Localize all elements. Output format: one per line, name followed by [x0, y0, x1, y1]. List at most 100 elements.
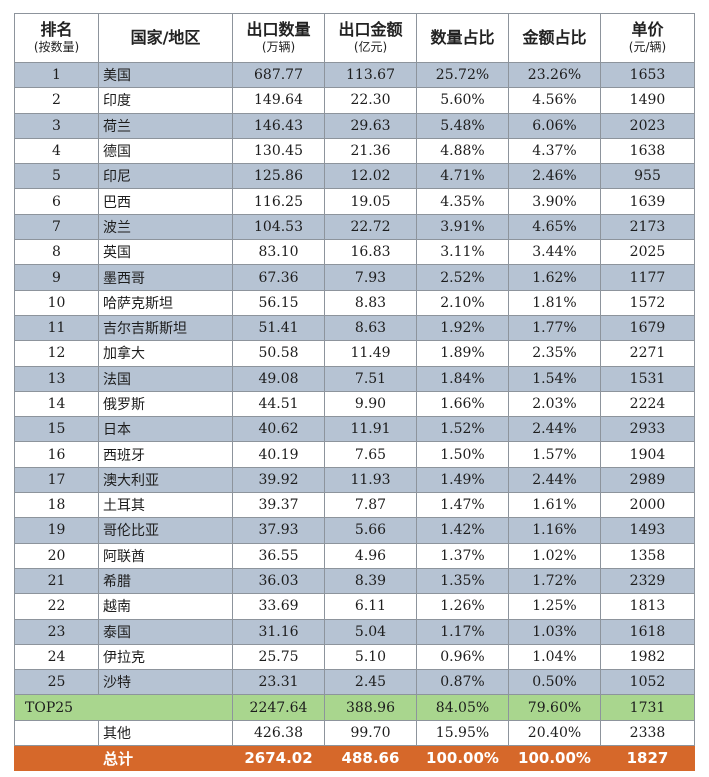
amount-share-cell: 4.37% [508, 137, 601, 165]
rank-cell: 8 [14, 239, 99, 266]
unit-price-cell: 1493 [600, 517, 695, 544]
unit-price-cell: 2933 [600, 416, 695, 443]
amount-share-cell: 2.44% [508, 466, 601, 494]
unit-price-cell: 2173 [600, 213, 695, 241]
country-cell: 澳大利亚 [98, 466, 233, 494]
rank-cell: 11 [14, 314, 99, 342]
unit-price-cell: 2271 [600, 340, 695, 367]
amount-cell: 16.83 [324, 239, 417, 266]
amount-share-cell: 1.04% [508, 643, 601, 671]
volume-share-cell: 1.37% [416, 542, 509, 569]
volume-share-cell: 2.10% [416, 289, 509, 316]
rank-cell: 16 [14, 441, 99, 468]
volume-share-cell: 25.72% [416, 61, 509, 89]
amount-share-cell: 3.44% [508, 239, 601, 266]
rank-cell: 3 [14, 112, 99, 139]
country-cell: 沙特 [98, 669, 233, 696]
unit-price-cell: 1813 [600, 593, 695, 620]
unit-price-cell: 2224 [600, 390, 695, 418]
country-cell: 阿联酋 [98, 542, 233, 569]
rank-cell: 1 [14, 61, 99, 89]
total-amount: 488.66 [324, 745, 417, 772]
others-volume-share: 15.95% [416, 719, 509, 747]
volume-cell: 39.37 [232, 492, 325, 519]
country-cell: 西班牙 [98, 441, 233, 468]
total-label: 总计 [98, 745, 233, 772]
volume-cell: 25.75 [232, 643, 325, 671]
volume-share-cell: 4.88% [416, 137, 509, 165]
unit-price-cell: 2023 [600, 112, 695, 139]
table-row: 20 阿联酋 36.55 4.96 1.37% 1.02% 1358 [14, 542, 695, 569]
amount-share-cell: 3.90% [508, 188, 601, 215]
rank-cell: 14 [14, 390, 99, 418]
volume-cell: 49.08 [232, 365, 325, 392]
country-cell: 吉尔吉斯斯坦 [98, 314, 233, 342]
total-unit-price: 1827 [600, 745, 695, 772]
country-cell: 巴西 [98, 188, 233, 215]
table-body: 1 美国 687.77 113.67 25.72% 23.26% 1653 2 印度 149.64… [14, 61, 695, 772]
top25-volume: 2247.64 [232, 694, 325, 721]
unit-price-cell: 1572 [600, 289, 695, 316]
country-cell: 波兰 [98, 213, 233, 241]
rank-cell: 18 [14, 492, 99, 519]
amount-cell: 4.96 [324, 542, 417, 569]
amount-share-cell: 1.62% [508, 264, 601, 291]
total-rank [14, 745, 99, 772]
amount-share-cell: 0.50% [508, 669, 601, 696]
volume-cell: 687.77 [232, 61, 325, 89]
table-row: 23 泰国 31.16 5.04 1.17% 1.03% 1618 [14, 618, 695, 645]
volume-share-cell: 4.35% [416, 188, 509, 215]
amount-cell: 21.36 [324, 137, 417, 165]
amount-share-cell: 2.46% [508, 163, 601, 190]
table-row: 14 俄罗斯 44.51 9.90 1.66% 2.03% 2224 [14, 390, 695, 418]
table-row: 11 吉尔吉斯斯坦 51.41 8.63 1.92% 1.77% 1679 [14, 314, 695, 342]
volume-cell: 44.51 [232, 390, 325, 418]
volume-share-cell: 5.60% [416, 87, 509, 114]
rank-cell: 12 [14, 340, 99, 367]
country-cell: 墨西哥 [98, 264, 233, 291]
others-label: 其他 [98, 719, 233, 747]
table-row: 19 哥伦比亚 37.93 5.66 1.42% 1.16% 1493 [14, 517, 695, 544]
export-table: 排名 (按数量) 国家/地区 出口数量 (万辆) 出口金额 (亿元) 数量占比 金额占… [14, 13, 695, 772]
amount-cell: 113.67 [324, 61, 417, 89]
amount-cell: 6.11 [324, 593, 417, 620]
volume-cell: 104.53 [232, 213, 325, 241]
header-unit-price: 单价 (元/辆) [600, 13, 695, 63]
rank-cell: 17 [14, 466, 99, 494]
amount-share-cell: 23.26% [508, 61, 601, 89]
country-cell: 印度 [98, 87, 233, 114]
table-row: 21 希腊 36.03 8.39 1.35% 1.72% 2329 [14, 567, 695, 595]
country-cell: 美国 [98, 61, 233, 89]
rank-cell: 15 [14, 416, 99, 443]
volume-share-cell: 1.84% [416, 365, 509, 392]
volume-share-cell: 1.89% [416, 340, 509, 367]
unit-price-cell: 1177 [600, 264, 695, 291]
table-row: 13 法国 49.08 7.51 1.84% 1.54% 1531 [14, 365, 695, 392]
country-cell: 法国 [98, 365, 233, 392]
volume-share-cell: 1.66% [416, 390, 509, 418]
top25-volume-share: 84.05% [416, 694, 509, 721]
amount-share-cell: 4.56% [508, 87, 601, 114]
rank-cell: 6 [14, 188, 99, 215]
table-row: 15 日本 40.62 11.91 1.52% 2.44% 2933 [14, 416, 695, 443]
unit-price-cell: 1653 [600, 61, 695, 89]
table-row: 25 沙特 23.31 2.45 0.87% 0.50% 1052 [14, 669, 695, 696]
amount-cell: 2.45 [324, 669, 417, 696]
amount-cell: 29.63 [324, 112, 417, 139]
unit-price-cell: 955 [600, 163, 695, 190]
table-row: 24 伊拉克 25.75 5.10 0.96% 1.04% 1982 [14, 643, 695, 671]
amount-cell: 5.04 [324, 618, 417, 645]
amount-share-cell: 1.81% [508, 289, 601, 316]
amount-share-cell: 1.54% [508, 365, 601, 392]
amount-cell: 8.83 [324, 289, 417, 316]
country-cell: 印尼 [98, 163, 233, 190]
header-amount-share: 金额占比 [508, 13, 601, 63]
top25-unit-price: 1731 [600, 694, 695, 721]
table-row: 7 波兰 104.53 22.72 3.91% 4.65% 2173 [14, 213, 695, 241]
volume-share-cell: 4.71% [416, 163, 509, 190]
volume-share-cell: 3.91% [416, 213, 509, 241]
amount-cell: 12.02 [324, 163, 417, 190]
rank-cell: 9 [14, 264, 99, 291]
amount-cell: 7.51 [324, 365, 417, 392]
